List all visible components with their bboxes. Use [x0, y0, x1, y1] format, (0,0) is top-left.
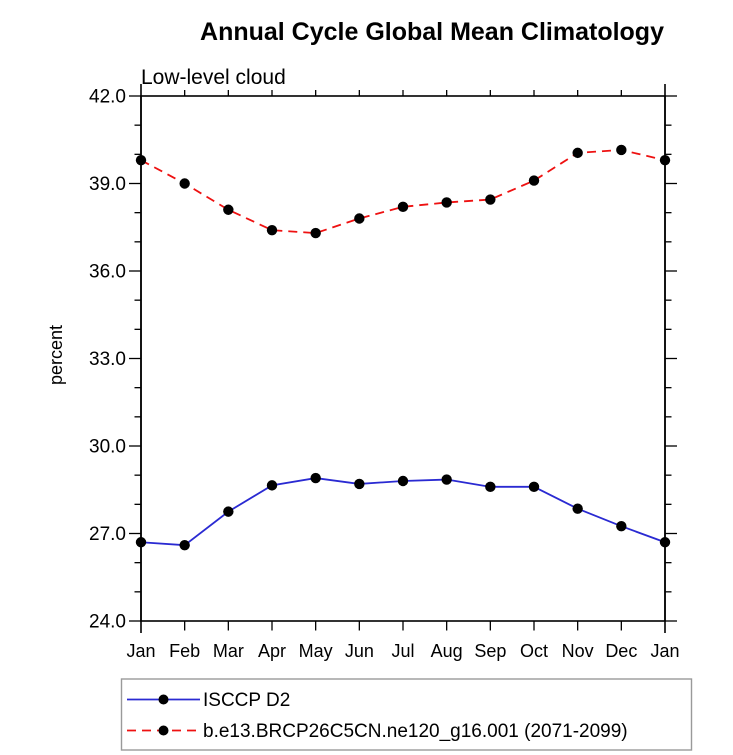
legend-label-model: b.e13.BRCP26C5CN.ne120_g16.001 (2071-209…	[203, 721, 628, 742]
data-point	[266, 480, 278, 491]
series-1	[135, 144, 671, 239]
chart-subtitle: Low-level cloud	[141, 66, 286, 89]
x-tick-label: Sep	[474, 641, 506, 661]
y-tick-label: 39.0	[89, 174, 126, 195]
x-tick-label: Apr	[258, 641, 286, 661]
data-point	[485, 481, 496, 493]
legend-box	[120, 678, 693, 751]
x-tick-label: Jun	[345, 641, 374, 661]
x-tick-label: Dec	[605, 641, 637, 661]
data-point	[354, 478, 365, 490]
data-point	[441, 197, 452, 208]
y-tick-label: 30.0	[89, 437, 126, 458]
y-tick-label: 42.0	[89, 87, 126, 108]
x-tick-label: Jul	[391, 641, 414, 661]
legend-marker-icon	[158, 725, 169, 736]
data-point	[528, 175, 540, 186]
y-axis-title: percent	[46, 325, 66, 385]
data-point	[135, 537, 147, 548]
data-point	[659, 154, 671, 166]
data-point	[528, 481, 540, 493]
y-tick-label: 24.0	[89, 612, 126, 633]
x-tick-label: Feb	[169, 641, 200, 661]
x-tick-label: Jan	[650, 641, 679, 661]
legend-label-isccp: ISCCP D2	[203, 690, 290, 711]
data-point	[135, 154, 147, 166]
data-point	[223, 204, 234, 215]
series	[135, 144, 671, 551]
y-tick-label: 36.0	[89, 262, 126, 283]
data-point	[266, 224, 278, 236]
x-tick-label: May	[299, 641, 333, 661]
legend-marker-icon	[158, 694, 169, 705]
data-point	[397, 201, 409, 213]
data-point	[310, 472, 321, 484]
data-point	[616, 144, 627, 156]
x-tick-label: Aug	[431, 641, 463, 661]
data-point	[179, 178, 190, 189]
series-line-0	[140, 477, 666, 547]
data-point	[659, 537, 671, 548]
chart-title: Annual Cycle Global Mean Climatology	[200, 18, 664, 46]
series-0	[135, 472, 671, 551]
series-line-1	[140, 149, 666, 234]
y-tick-label: 33.0	[89, 349, 126, 370]
x-tick-label: Oct	[520, 641, 548, 661]
y-tick-label: 27.0	[89, 524, 126, 545]
x-tick-label: Nov	[562, 641, 594, 661]
x-tick-label: Jan	[126, 641, 155, 661]
data-point	[572, 503, 583, 514]
data-point	[179, 539, 190, 551]
x-tick-label: Mar	[213, 641, 244, 661]
data-point	[354, 213, 365, 224]
data-point	[485, 194, 496, 205]
data-point	[223, 506, 234, 517]
data-point	[572, 147, 583, 159]
data-point	[441, 474, 452, 485]
plot-frame	[140, 95, 666, 622]
data-point	[616, 521, 627, 532]
data-point	[310, 227, 321, 239]
axes: 24.0 27.0 30.0 33.0 36.0 39.0 42.0 Jan Feb Mar Apr…	[89, 84, 680, 661]
legend: ISCCP D2 b.e13.BRCP26C5CN.ne120_g16.001 …	[120, 678, 693, 751]
data-point	[397, 475, 409, 487]
